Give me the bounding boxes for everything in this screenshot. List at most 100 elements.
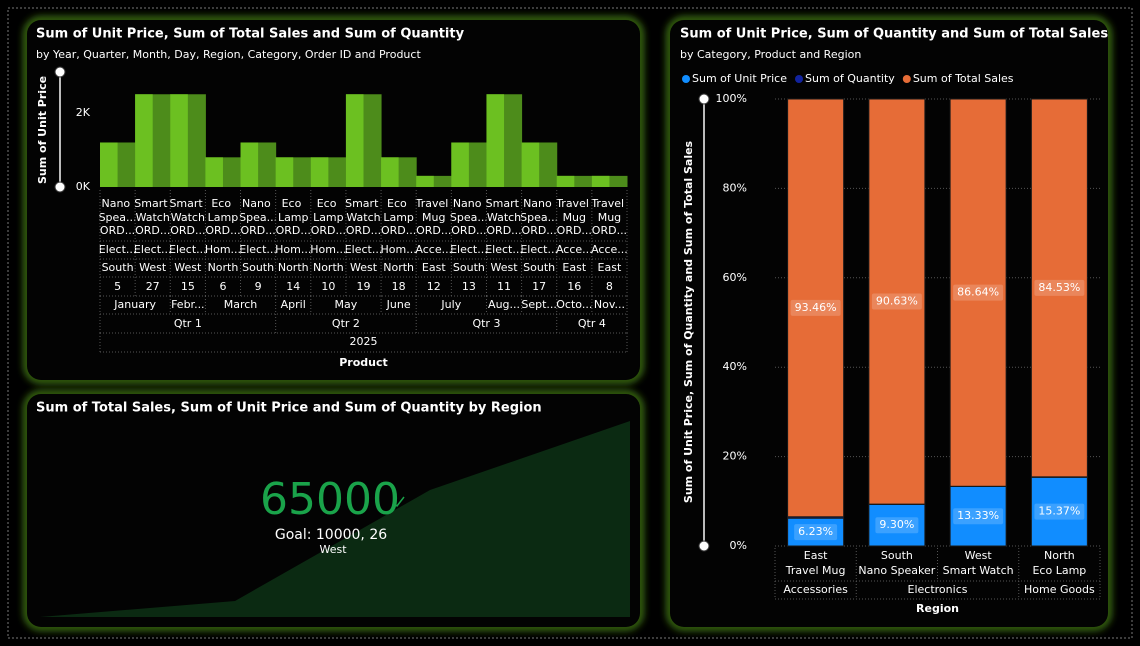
region-label: East [804, 549, 828, 562]
bar-segment [787, 98, 845, 518]
region-label: North [383, 261, 414, 274]
category-label: Acce... [556, 243, 593, 256]
order-label: ORD... [311, 224, 346, 237]
day-label: 27 [146, 280, 160, 293]
axis-category-label: May [335, 298, 358, 311]
chart-title: Sum of Unit Price, Sum of Total Sales an… [36, 27, 465, 42]
day-label: 12 [427, 280, 441, 293]
day-label: 17 [532, 280, 546, 293]
slider-handle[interactable] [698, 93, 710, 105]
axis-category-label: June [386, 298, 411, 311]
category-label: Elect... [134, 243, 172, 256]
product-label: Eco Lamp [313, 197, 344, 224]
category-label: Elect... [169, 243, 207, 256]
region-label: North [313, 261, 344, 274]
y-axis-title: Sum of Unit Price, Sum of Quantity and S… [682, 140, 695, 503]
category-label: Elect... [239, 243, 277, 256]
category-label: Elect... [99, 243, 137, 256]
category-label: Elect... [520, 243, 558, 256]
axis-category-label: Sept... [521, 298, 557, 311]
area-stripe [381, 157, 399, 187]
order-label: ORD... [451, 224, 486, 237]
region-label: West [965, 549, 993, 562]
region-label: South [881, 549, 913, 562]
bar-segment [1030, 98, 1088, 478]
data-label: 93.46% [795, 301, 837, 314]
x-axis-title: Region [916, 602, 959, 615]
slider-handle[interactable] [54, 181, 66, 193]
axis-category-label: Accessories [783, 583, 848, 596]
day-label: 18 [392, 280, 406, 293]
legend-marker [902, 75, 911, 83]
y-tick-label: 2K [76, 106, 91, 119]
region-label: South [242, 261, 274, 274]
area-stripe [310, 157, 329, 187]
day-label: 8 [606, 280, 613, 293]
axis-category-label: Qtr 1 [174, 317, 202, 330]
area-stripe [416, 175, 434, 187]
product-label: Nano Spea... [99, 197, 137, 224]
data-label-bg [871, 293, 922, 310]
data-label-bg [1034, 279, 1085, 296]
region-label: East [598, 261, 622, 274]
y-tick-label: 80% [723, 181, 747, 194]
axis-category-label: January [113, 298, 156, 311]
y-tick-label: 0K [76, 180, 91, 193]
region-label: South [523, 261, 555, 274]
product-label: Nano Speaker [858, 564, 935, 577]
product-label: Smart Watch [169, 197, 206, 224]
data-label-bg [794, 524, 838, 541]
product-label: Eco Lamp [208, 197, 239, 224]
day-label: 13 [462, 280, 476, 293]
product-label: Travel Mug [415, 197, 452, 224]
bar-segment [868, 98, 926, 505]
day-label: 19 [357, 280, 371, 293]
legend-label: Sum of Unit Price [692, 72, 787, 85]
data-label-bg [1034, 503, 1085, 520]
area-stripe [451, 142, 469, 187]
category-label: Hom... [275, 243, 311, 256]
day-label: 16 [567, 280, 581, 293]
area-stripe [100, 142, 118, 187]
product-label: Travel Mug [785, 564, 846, 577]
region-label: North [278, 261, 309, 274]
category-label: Elect... [485, 243, 523, 256]
product-label: Smart Watch [943, 564, 1014, 577]
order-label: ORD... [592, 224, 627, 237]
bar-segment [949, 98, 1007, 487]
product-label: Nano Spea... [520, 197, 558, 224]
area-segment [591, 175, 628, 187]
region-label: West [139, 261, 167, 274]
kpi-check-icon [392, 496, 405, 508]
region-label: West [174, 261, 202, 274]
axis-category-label: March [224, 298, 258, 311]
order-label: ORD... [346, 224, 381, 237]
area-stripe [521, 142, 540, 187]
bar-segment [1030, 476, 1088, 547]
axis-category-label: Qtr 4 [578, 317, 606, 330]
axis-category-label: July [440, 298, 461, 311]
category-label: Acce... [591, 243, 628, 256]
region-label: East [422, 261, 446, 274]
order-label: ORD... [276, 224, 311, 237]
slider-handle[interactable] [54, 66, 66, 78]
order-label: ORD... [416, 224, 451, 237]
legend-label: Sum of Total Sales [913, 72, 1014, 85]
y-tick-label: 100% [716, 92, 747, 105]
x-axis-title: Product [339, 356, 388, 369]
data-label: 86.64% [957, 286, 999, 299]
axis-category-label: Qtr 2 [332, 317, 360, 330]
order-label: ORD... [100, 224, 135, 237]
legend-marker [795, 75, 803, 83]
y-tick-label: 60% [723, 271, 747, 284]
y-axis-title: Sum of Unit Price [36, 76, 49, 184]
data-label-bg [875, 517, 919, 534]
slider-handle[interactable] [698, 540, 710, 552]
day-label: 9 [255, 280, 262, 293]
product-label: Smart Watch [134, 197, 171, 224]
category-label: Hom... [381, 243, 417, 256]
order-label: ORD... [486, 224, 521, 237]
region-label: North [208, 261, 239, 274]
